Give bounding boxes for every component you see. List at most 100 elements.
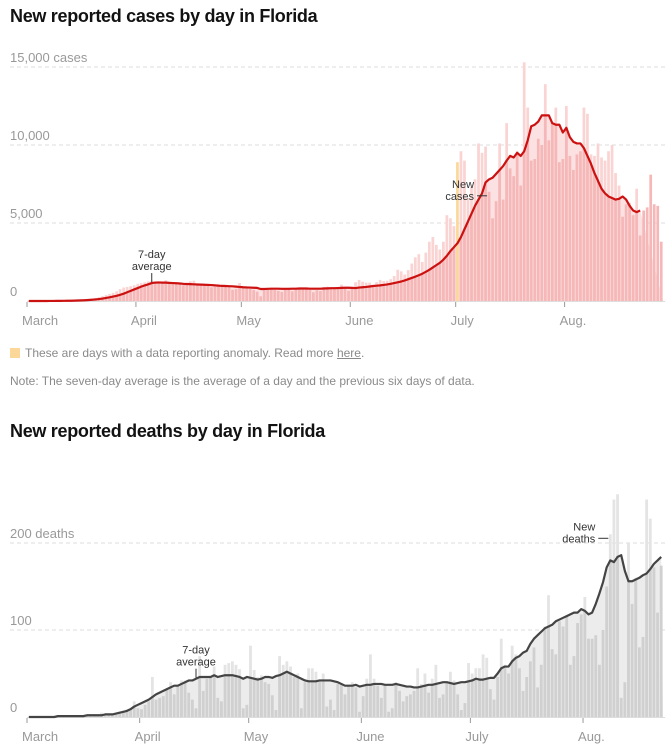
x-tick-label: March [22, 313, 58, 328]
bar [624, 204, 628, 301]
bar [550, 123, 554, 301]
bar [519, 185, 523, 301]
bar-average-portion [589, 163, 593, 301]
bar [401, 701, 405, 717]
bar [638, 235, 642, 301]
bar [561, 159, 565, 301]
bar [347, 685, 351, 717]
bar-average-portion [617, 198, 621, 301]
average-annotation-label: average [132, 261, 172, 273]
bar [199, 285, 203, 301]
new-annotation-label: cases [445, 191, 474, 203]
bar-average-portion [220, 285, 224, 301]
anomaly-legend-text: These are days with a data reporting ano… [25, 346, 337, 360]
x-tick-label: July [451, 313, 475, 328]
bar [376, 685, 380, 717]
bar-average-portion [467, 681, 470, 717]
read-more-link[interactable]: here [336, 346, 361, 360]
bar [642, 210, 646, 301]
bar-average-portion [608, 560, 612, 717]
y-tick-label: 100 [10, 613, 32, 628]
bar [536, 687, 540, 717]
bar-average-portion [420, 273, 424, 301]
x-tick-label: June [345, 313, 373, 328]
bar-average-portion [118, 294, 122, 301]
bar-average-portion [307, 681, 311, 717]
bar-average-portion [417, 275, 421, 301]
bar [492, 699, 496, 717]
bar [605, 586, 609, 717]
bar [568, 155, 572, 301]
bar-average-portion [296, 676, 300, 717]
bar-average-portion [434, 683, 438, 717]
y-tick-label: 15,000 cases [10, 50, 88, 65]
bar [532, 647, 536, 717]
bar-average-portion [459, 237, 463, 301]
x-tick-label: Aug. [578, 729, 605, 744]
bar [558, 621, 561, 717]
bar-average-portion [206, 284, 210, 301]
bar [280, 291, 284, 301]
bar [565, 616, 569, 717]
bar-average-portion [368, 286, 371, 301]
bar [508, 168, 512, 301]
bar-average-portion [115, 295, 118, 301]
bar [190, 699, 194, 717]
bar-average-portion [230, 675, 234, 717]
bar-average-portion [314, 681, 318, 717]
bar-average-portion [160, 282, 164, 301]
bar-average-portion [369, 684, 372, 717]
bar [329, 699, 332, 717]
bar [274, 710, 278, 717]
bar-average-portion [333, 288, 336, 301]
seven-day-average-line [28, 554, 662, 719]
bar-average-portion [645, 573, 649, 717]
bar-average-portion [610, 198, 614, 301]
bar-average-portion [322, 288, 326, 301]
bar-average-portion [419, 686, 423, 717]
bar-average-portion [169, 687, 172, 717]
bar [147, 701, 151, 717]
bar-average-portion [510, 661, 514, 717]
bar-average-portion [526, 140, 530, 301]
bar [220, 701, 223, 717]
bar-average-portion [586, 155, 589, 301]
bar-average-portion [129, 290, 133, 301]
bar [140, 709, 143, 717]
bar-average-portion [238, 676, 242, 717]
bar-average-portion [445, 255, 449, 301]
bar-average-portion [164, 282, 168, 301]
bar [255, 291, 259, 301]
bar [262, 290, 266, 301]
bar-average-portion [326, 288, 329, 301]
bar-average-portion [452, 247, 456, 301]
bar [299, 708, 303, 717]
bar [358, 711, 361, 717]
bar-average-portion [515, 152, 519, 301]
bar [438, 697, 441, 717]
bar-average-portion [336, 288, 340, 301]
bar [487, 191, 491, 301]
bar [325, 706, 329, 717]
bar-average-portion [635, 212, 639, 301]
x-tick-label: Aug. [560, 313, 587, 328]
bar [194, 708, 198, 717]
bar [165, 689, 169, 717]
bar [339, 683, 343, 717]
bar-average-portion [234, 676, 238, 717]
bar-average-portion [449, 251, 452, 301]
bar [343, 288, 347, 301]
anomaly-legend: These are days with a data reporting ano… [10, 346, 364, 360]
bar [488, 689, 492, 717]
bar [182, 285, 185, 301]
bar-average-portion [375, 285, 378, 301]
bar-average-portion [416, 687, 420, 717]
bar [252, 290, 255, 301]
bar-average-portion [430, 684, 434, 717]
bar [656, 612, 659, 717]
bar [387, 711, 391, 717]
bar [157, 282, 161, 301]
bar-average-portion [150, 283, 154, 301]
bar-average-portion [514, 657, 518, 717]
seven-day-average-note: Note: The seven-day average is the avera… [10, 374, 475, 388]
